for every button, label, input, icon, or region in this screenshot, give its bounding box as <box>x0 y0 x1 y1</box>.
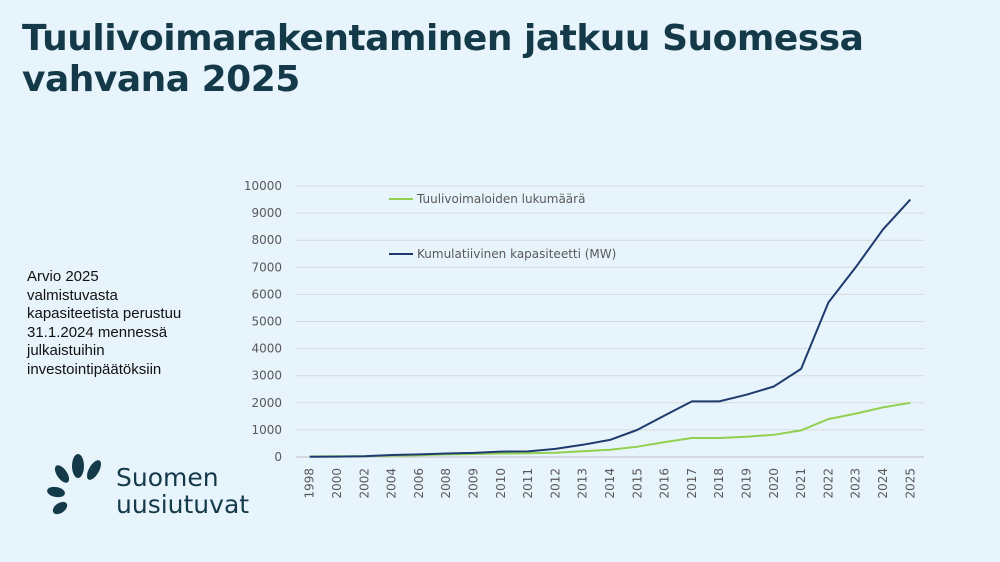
y-tick-label: 0 <box>274 450 282 464</box>
x-tick-label: 2015 <box>630 468 644 499</box>
note-line: valmistuvasta <box>27 286 118 304</box>
legend-label: Kumulatiivinen kapasiteetti (MW) <box>417 247 616 261</box>
x-tick-label: 2002 <box>357 468 371 499</box>
logo-text: Suomen uusiutuvat <box>116 464 249 518</box>
x-tick-label: 2013 <box>576 468 590 499</box>
series-line <box>309 198 912 458</box>
x-tick-label: 2014 <box>603 468 617 499</box>
x-tick-label: 2023 <box>849 468 863 499</box>
title-line-1: Tuulivoimarakentaminen jatkuu Suomessa <box>22 18 864 59</box>
logo: Suomen uusiutuvat <box>44 452 264 532</box>
y-tick-label: 2000 <box>251 396 282 410</box>
y-tick-label: 3000 <box>251 369 282 383</box>
x-tick-label: 2016 <box>658 468 672 499</box>
x-tick-label: 1998 <box>303 468 317 499</box>
x-tick-label: 2021 <box>794 468 808 499</box>
x-tick-label: 2010 <box>494 468 508 499</box>
x-tick-label: 2020 <box>767 468 781 499</box>
x-tick-label: 2018 <box>712 468 726 499</box>
note-line: Arvio 2025 <box>27 268 99 285</box>
logo-line-2: uusiutuvat <box>116 490 250 519</box>
y-tick-label: 8000 <box>251 233 282 247</box>
x-tick-label: 2024 <box>876 468 890 499</box>
y-tick-label: 10000 <box>244 179 282 193</box>
y-tick-label: 6000 <box>251 287 282 301</box>
x-tick-label: 2025 <box>903 468 917 499</box>
y-tick-label: 7000 <box>251 260 282 274</box>
y-tick-label: 4000 <box>251 342 282 356</box>
estimate-note: Arvio 2025 valmistuvasta kapasiteetista … <box>27 268 257 379</box>
x-tick-label: 2008 <box>439 468 453 499</box>
title-line-2: vahvana 2025 <box>22 59 300 100</box>
note-line: kapasiteetista perustuu <box>27 305 182 322</box>
x-tick-label: 2004 <box>385 468 399 499</box>
note-line: 31.1.2024 mennessä <box>27 323 168 341</box>
x-tick-label: 2017 <box>685 468 699 499</box>
page-title: Tuulivoimarakentaminen jatkuu Suomessa v… <box>22 18 922 100</box>
note-line: julkaistuihin <box>27 342 105 359</box>
y-tick-label: 5000 <box>251 315 282 329</box>
note-line: investointipäätöksiin <box>27 360 162 378</box>
logo-line-1: Suomen <box>116 463 219 492</box>
x-tick-label: 2011 <box>521 468 535 499</box>
y-tick-label: 1000 <box>251 423 282 437</box>
x-tick-label: 2009 <box>466 468 480 499</box>
x-tick-label: 2006 <box>412 468 426 499</box>
legend-label: Tuulivoimaloiden lukumäärä <box>416 192 585 206</box>
leaf-cluster-icon <box>47 454 101 515</box>
x-tick-label: 2022 <box>821 468 835 499</box>
x-tick-label: 2012 <box>548 468 562 499</box>
x-tick-label: 2019 <box>740 468 754 499</box>
y-tick-label: 9000 <box>251 206 282 220</box>
x-tick-label: 2000 <box>330 468 344 499</box>
